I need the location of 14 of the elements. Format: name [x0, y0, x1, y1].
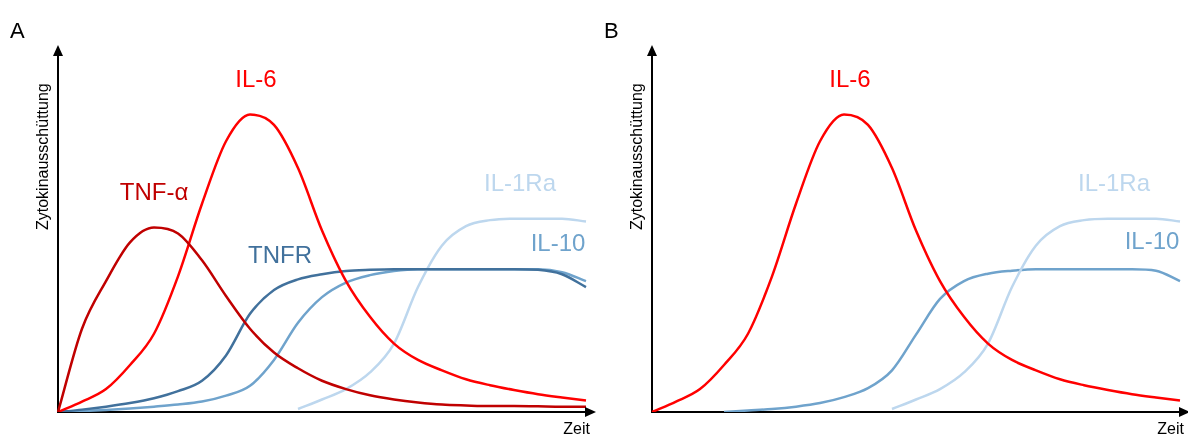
series-label: IL-1Ra: [1077, 169, 1151, 197]
series-label: IL-6: [829, 65, 871, 93]
series-label: TNF-α: [119, 178, 189, 206]
chart-title: A: [10, 18, 25, 44]
series-label: IL-6: [235, 65, 277, 93]
y-axis-title: Zytokinausschüttung: [628, 83, 646, 230]
chart-title: B: [604, 18, 619, 44]
series-label: IL-10: [1124, 227, 1180, 255]
y-axis-title: Zytokinausschüttung: [34, 83, 52, 230]
x-axis-title: Zeit: [1157, 420, 1184, 438]
x-axis-title: Zeit: [563, 420, 590, 438]
series-label: IL-10: [530, 228, 586, 256]
series-label: TNFR: [248, 240, 312, 268]
series-label: IL-1Ra: [483, 169, 557, 197]
